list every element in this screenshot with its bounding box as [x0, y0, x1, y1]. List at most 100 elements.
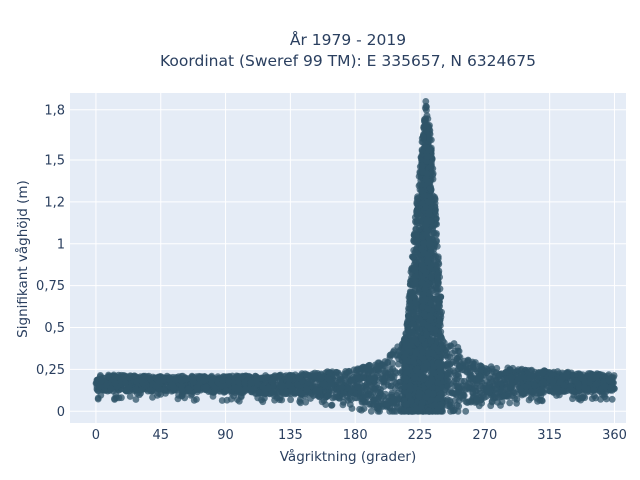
data-point — [605, 376, 613, 384]
data-point — [590, 386, 598, 394]
data-point — [126, 393, 134, 400]
data-point — [401, 375, 409, 382]
data-point — [120, 372, 128, 379]
data-point — [434, 379, 442, 387]
y-tick-label: 0,25 — [36, 363, 65, 378]
data-point — [455, 373, 463, 380]
data-point — [471, 381, 479, 389]
data-point — [465, 398, 473, 406]
data-point — [463, 384, 471, 391]
data-point — [170, 384, 178, 392]
data-point — [111, 379, 119, 387]
data-point — [540, 378, 547, 386]
data-point — [418, 187, 425, 195]
data-point — [152, 383, 160, 390]
data-point — [285, 381, 292, 389]
data-point — [182, 375, 190, 383]
data-point — [342, 368, 349, 375]
data-point — [464, 357, 472, 365]
data-point — [376, 407, 383, 415]
data-point — [427, 193, 434, 201]
data-point — [454, 343, 462, 351]
data-point — [437, 328, 445, 336]
data-point — [436, 273, 443, 281]
data-point — [419, 303, 427, 311]
data-point — [122, 379, 129, 387]
data-point — [353, 366, 360, 374]
data-point — [297, 390, 304, 397]
data-point — [436, 333, 444, 341]
data-point — [420, 365, 428, 372]
data-point — [126, 372, 134, 380]
data-point — [434, 294, 442, 302]
data-point — [181, 394, 189, 402]
data-point — [339, 401, 347, 409]
data-point — [102, 382, 110, 389]
data-point — [538, 396, 546, 404]
data-point — [202, 384, 209, 392]
data-point — [427, 397, 435, 404]
data-point — [261, 394, 268, 402]
data-point — [307, 395, 314, 402]
data-point — [434, 359, 442, 367]
data-point — [427, 337, 435, 345]
data-point — [353, 394, 361, 402]
x-tick-label: 90 — [217, 428, 234, 443]
data-point — [419, 348, 426, 356]
data-point — [508, 374, 515, 381]
data-point — [421, 311, 428, 318]
data-point — [449, 349, 456, 357]
data-point — [247, 379, 255, 386]
data-point — [436, 312, 443, 319]
data-point — [418, 335, 426, 343]
data-point — [185, 385, 193, 393]
data-point — [241, 385, 249, 393]
data-point — [473, 395, 480, 402]
data-point — [608, 395, 616, 403]
data-point — [556, 378, 564, 386]
data-point — [560, 382, 568, 390]
data-point — [501, 392, 509, 400]
data-point — [362, 392, 369, 400]
data-point — [422, 230, 430, 238]
data-point — [511, 394, 518, 402]
y-tick-label: 0,5 — [44, 321, 65, 336]
y-axis-label: Signifikant våghöjd (m) — [14, 180, 31, 338]
data-point — [138, 377, 146, 385]
data-point — [388, 372, 396, 380]
data-point — [410, 292, 418, 299]
data-point — [257, 374, 265, 382]
x-tick-label: 315 — [537, 428, 562, 443]
data-point — [447, 342, 455, 350]
data-point — [502, 369, 509, 376]
data-point — [418, 162, 426, 170]
data-point — [225, 378, 233, 385]
data-point — [444, 396, 451, 403]
data-point — [380, 383, 388, 390]
data-point — [407, 341, 415, 349]
data-point — [294, 381, 301, 388]
data-point — [307, 378, 315, 386]
data-point — [405, 327, 413, 335]
data-point — [222, 387, 230, 394]
data-point — [422, 203, 430, 211]
data-point — [162, 389, 170, 397]
data-point — [553, 385, 560, 392]
data-point — [370, 397, 378, 404]
data-point — [607, 384, 614, 392]
data-point — [426, 289, 433, 297]
data-point — [437, 322, 444, 329]
data-point — [115, 394, 123, 402]
data-point — [346, 395, 353, 402]
data-point — [97, 372, 104, 379]
data-point — [501, 376, 509, 383]
data-point — [517, 374, 525, 381]
data-point — [360, 374, 367, 382]
data-point — [490, 368, 498, 376]
data-point — [577, 374, 585, 382]
data-point — [408, 406, 416, 414]
data-point — [429, 390, 437, 398]
data-point — [367, 407, 375, 415]
data-point — [423, 331, 430, 339]
data-point — [455, 358, 463, 365]
